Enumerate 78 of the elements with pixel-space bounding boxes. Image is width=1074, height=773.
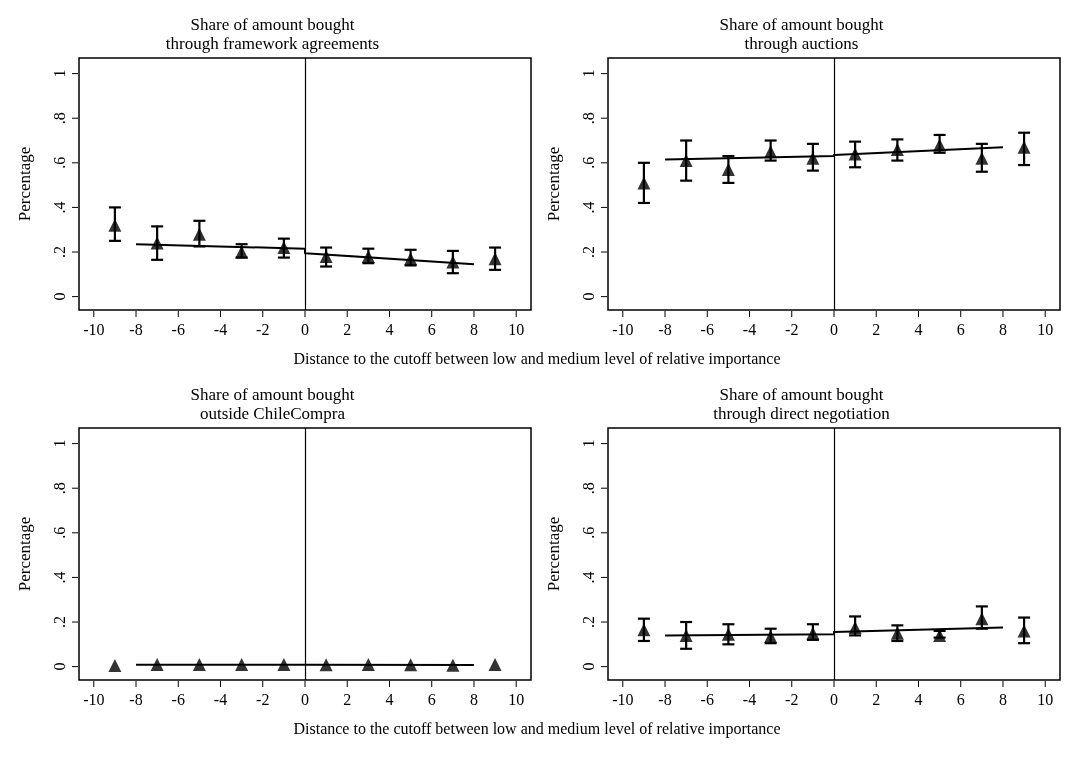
y-axis-title: Percentage xyxy=(15,146,34,222)
x-axis-title: Distance to the cutoff between low and medium level of relative importance xyxy=(292,719,782,740)
y-axis-title: Percentage xyxy=(544,516,563,592)
x-tick-label: 10 xyxy=(508,320,525,338)
y-tick-label: .6 xyxy=(50,526,68,539)
y-tick-label: .8 xyxy=(50,112,68,125)
x-tick-label: -8 xyxy=(658,690,672,708)
x-axis-title: Distance to the cutoff between low and medium level of relative importance xyxy=(292,349,782,370)
x-tick-label: 8 xyxy=(469,320,478,338)
x-tick-label: 2 xyxy=(343,320,352,338)
y-axis-title: Percentage xyxy=(544,146,563,222)
y-tick-label: .4 xyxy=(50,571,68,584)
y-tick-label: .6 xyxy=(579,526,597,539)
x-tick-label: -8 xyxy=(129,690,143,708)
x-tick-label: -8 xyxy=(129,320,143,338)
x-tick-label: -8 xyxy=(658,320,672,338)
x-tick-label: -6 xyxy=(171,690,185,708)
x-tick-label: 8 xyxy=(998,320,1007,338)
x-tick-label: -4 xyxy=(742,320,757,338)
x-tick-label: 10 xyxy=(508,690,525,708)
y-tick-label: .2 xyxy=(579,246,597,259)
y-tick-label: 0 xyxy=(579,662,597,671)
chart-title: Share of amount bought outside ChileCompra xyxy=(190,385,355,423)
y-tick-label: .8 xyxy=(50,482,68,495)
x-tick-label: 8 xyxy=(469,690,478,708)
chart-title: Share of amount bought through framework agreements xyxy=(165,15,380,53)
y-tick-label: 1 xyxy=(50,439,68,448)
x-tick-label: 0 xyxy=(301,690,309,708)
x-tick-label: 0 xyxy=(830,320,838,338)
x-tick-label: -6 xyxy=(171,320,185,338)
y-tick-label: .2 xyxy=(50,246,68,259)
x-tick-label: 10 xyxy=(1037,320,1054,338)
x-tick-label: -6 xyxy=(700,320,714,338)
x-tick-label: -4 xyxy=(213,690,228,708)
y-tick-label: .6 xyxy=(579,156,597,169)
y-tick-label: 0 xyxy=(579,292,597,301)
x-tick-label: -4 xyxy=(742,690,757,708)
x-tick-label: 4 xyxy=(914,320,923,338)
x-tick-label: -10 xyxy=(612,690,634,708)
x-tick-label: 6 xyxy=(427,690,436,708)
y-tick-label: .4 xyxy=(579,571,597,584)
chart-title: Share of amount bought through auctions xyxy=(719,15,884,53)
x-tick-label: 2 xyxy=(872,690,881,708)
y-tick-label: .2 xyxy=(579,616,597,629)
x-tick-label: 4 xyxy=(385,690,394,708)
x-tick-label: 0 xyxy=(301,320,309,338)
chart-title: Share of amount bought through direct negotiation xyxy=(713,385,891,423)
y-tick-label: .4 xyxy=(579,201,597,214)
y-tick-label: .4 xyxy=(50,201,68,214)
x-tick-label: 2 xyxy=(872,320,881,338)
y-tick-label: 0 xyxy=(50,662,68,671)
x-tick-label: -10 xyxy=(612,320,634,338)
x-tick-label: 0 xyxy=(830,690,838,708)
x-tick-label: 6 xyxy=(427,320,436,338)
x-tick-label: -2 xyxy=(785,690,799,708)
x-tick-label: -10 xyxy=(83,320,105,338)
y-axis-title: Percentage xyxy=(15,516,34,592)
x-tick-label: -10 xyxy=(83,690,105,708)
x-tick-label: 4 xyxy=(914,690,923,708)
x-tick-label: -2 xyxy=(785,320,799,338)
x-tick-label: -6 xyxy=(700,690,714,708)
y-tick-label: 1 xyxy=(579,439,597,448)
x-tick-label: 6 xyxy=(956,320,965,338)
x-tick-label: 10 xyxy=(1037,690,1054,708)
x-tick-label: -2 xyxy=(256,320,270,338)
y-tick-label: 0 xyxy=(50,292,68,301)
y-tick-label: .6 xyxy=(50,156,68,169)
x-tick-label: 2 xyxy=(343,690,352,708)
y-tick-label: 1 xyxy=(579,69,597,78)
x-tick-label: -2 xyxy=(256,690,270,708)
y-tick-label: .8 xyxy=(579,112,597,125)
x-tick-label: 6 xyxy=(956,690,965,708)
y-tick-label: .8 xyxy=(579,482,597,495)
x-tick-label: 8 xyxy=(998,690,1007,708)
x-tick-label: -4 xyxy=(213,320,228,338)
x-tick-label: 4 xyxy=(385,320,394,338)
y-tick-label: .2 xyxy=(50,616,68,629)
y-tick-label: 1 xyxy=(50,69,68,78)
